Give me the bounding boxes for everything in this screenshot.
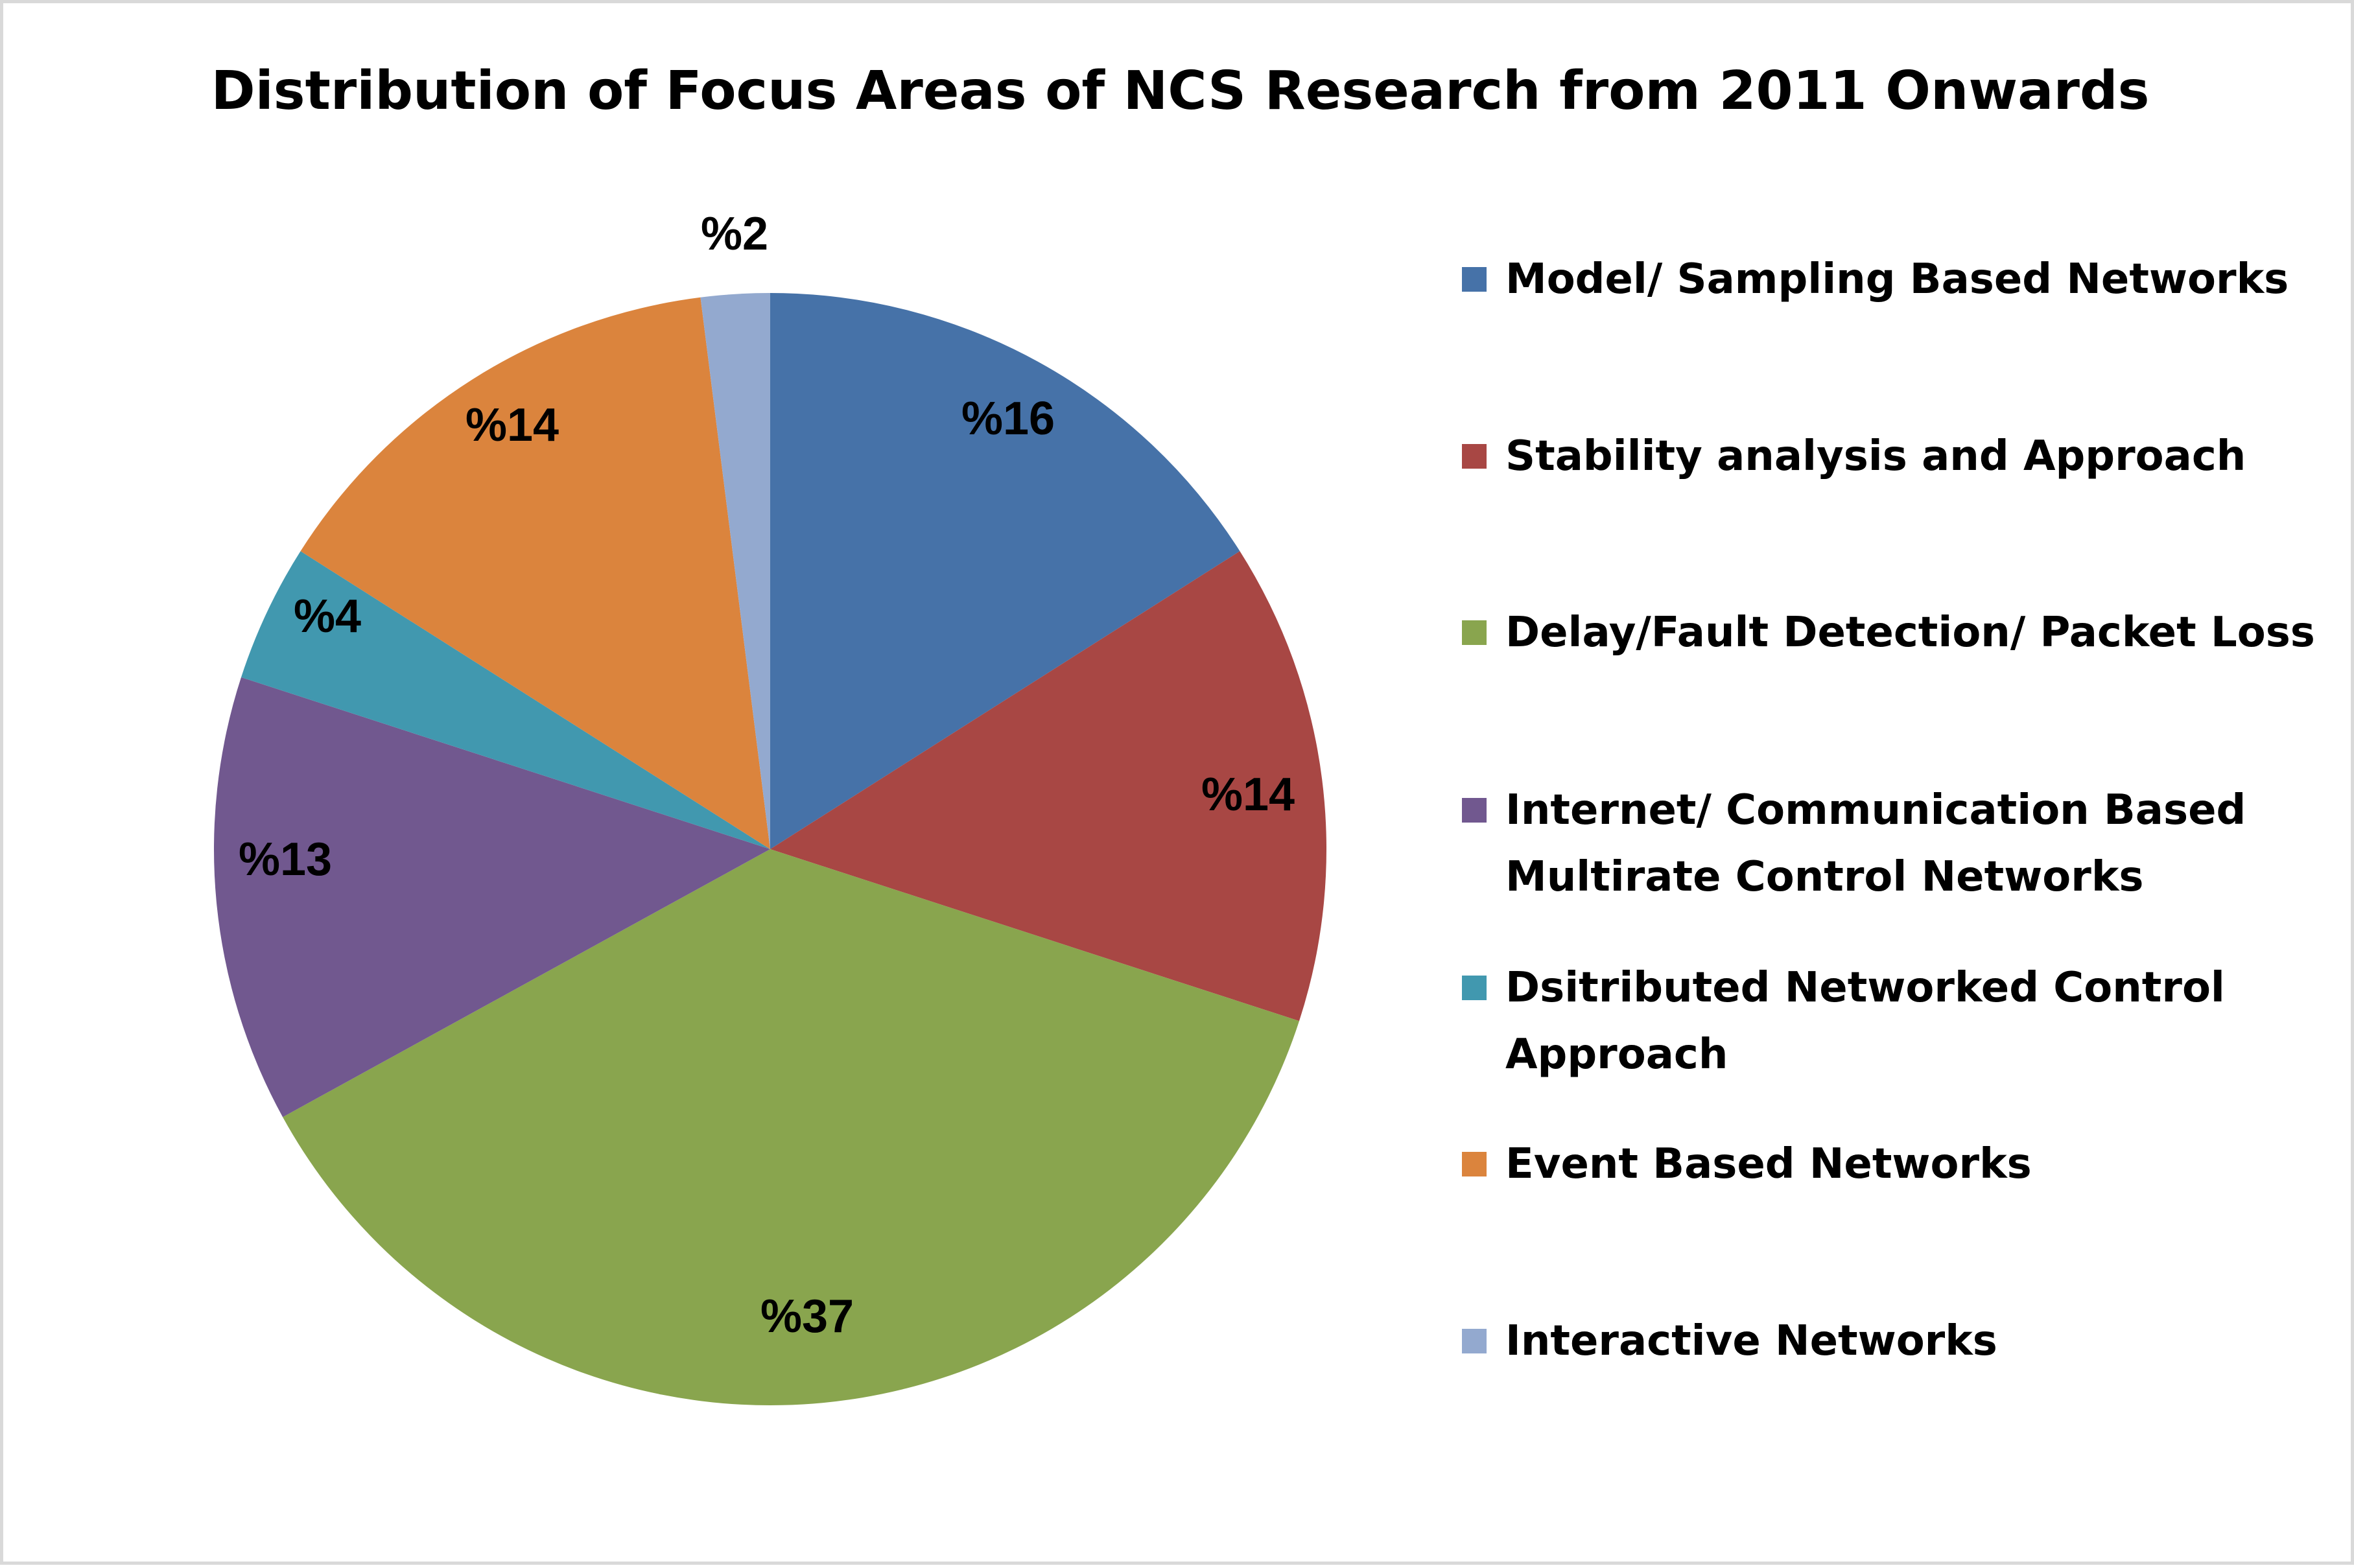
legend-swatch-5 [1462, 976, 1487, 1000]
data-label-3: %37 [760, 1291, 854, 1342]
pie-slice-7 [700, 293, 770, 849]
data-label-1: %16 [961, 393, 1055, 445]
data-label-4: %13 [239, 834, 332, 885]
legend-swatch-6 [1462, 1152, 1487, 1176]
pie-slice-3 [283, 849, 1300, 1406]
pie-slice-6 [300, 297, 770, 849]
data-label-2: %14 [1201, 769, 1295, 821]
legend-label-5: Dsitributed Networked Control Approach [1505, 964, 2225, 1079]
chart-title: Distribution of Focus Areas of NCS Resea… [211, 60, 2150, 122]
legend-label-1: Model/ Sampling Based Networks [1505, 255, 2289, 303]
legend-swatch-7 [1462, 1329, 1487, 1353]
legend-label-3: Delay/Fault Detection/ Packet Loss [1505, 609, 2315, 657]
legend-label-7: Interactive Networks [1505, 1317, 1997, 1365]
pie-slice-1 [770, 293, 1240, 849]
legend-label-4: Internet/ Communication Based Multirate … [1505, 786, 2246, 901]
legend-label-2: Stability analysis and Approach [1505, 432, 2246, 480]
pie-slice-5 [241, 551, 770, 849]
legend-label-6: Event Based Networks [1505, 1140, 2032, 1188]
legend-swatch-1 [1462, 267, 1487, 292]
legend-swatch-3 [1462, 620, 1487, 645]
legend-swatch-4 [1462, 798, 1487, 823]
data-label-7: %2 [701, 208, 768, 260]
data-label-5: %4 [294, 591, 361, 642]
data-label-6: %14 [465, 399, 559, 451]
pie-slice-2 [770, 551, 1327, 1022]
pie-slice-4 [213, 677, 770, 1117]
legend: Model/ Sampling Based Networks Stability … [1462, 3, 2344, 1568]
pie-chart: %16 %14 %37 %13 %4 %14 %2 [213, 208, 1327, 1406]
legend-swatch-2 [1462, 444, 1487, 469]
